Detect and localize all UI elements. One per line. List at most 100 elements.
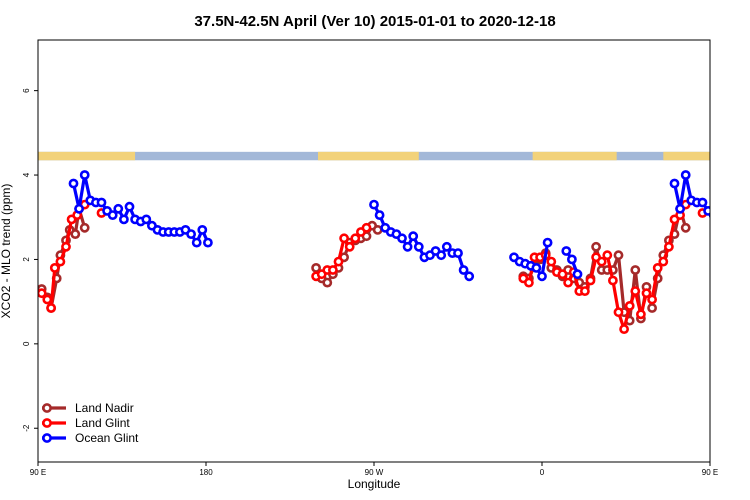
legend-marker-land-nadir	[42, 403, 52, 413]
x-tick-label-2: 90 W	[365, 468, 384, 477]
series-land-glint-point-35	[596, 256, 607, 267]
y-tick-label-3: 4	[22, 172, 31, 177]
series-land-glint-point-16	[339, 233, 349, 244]
x-tick-label-4: 90 E	[702, 468, 718, 477]
series-ocean-glint-point-14	[141, 214, 152, 225]
map-strip-land-3	[532, 151, 617, 161]
series-ocean-glint-line-2	[372, 203, 471, 278]
y-tick-label-0: -2	[22, 424, 31, 432]
map-strip-land-1	[38, 151, 136, 161]
series-land-glint-point-15	[333, 256, 344, 267]
y-axis-title: XCO2 - MLO trend (ppm)	[0, 184, 13, 319]
x-tick-label-1: 180	[199, 468, 213, 477]
map-strip-land-4	[663, 151, 710, 161]
series-ocean-glint-point-8	[107, 210, 118, 220]
series-land-nadir-point-22	[372, 224, 383, 235]
series-land-glint-point-44	[647, 294, 657, 305]
series-land-glint-point-4	[49, 262, 60, 273]
map-strip	[38, 151, 710, 161]
series-land-nadir-point-40	[613, 250, 624, 261]
series-ocean-glint-point-61	[708, 211, 710, 219]
series-ocean-glint-point-64	[727, 203, 734, 210]
series-land-glint-point-46	[658, 256, 669, 267]
series-ocean-glint-point-66	[738, 218, 745, 225]
series-land-glint-point-40	[624, 300, 635, 311]
series-ocean-glint-point-41	[453, 248, 463, 258]
series-ocean-glint	[68, 170, 745, 282]
series-land-nadir-point-36	[591, 241, 601, 252]
series-land-glint-point-26	[546, 256, 557, 267]
y-tick-label-2: 2	[22, 257, 31, 262]
series-land-nadir-point-46	[647, 303, 657, 313]
series-ocean-glint-point-11	[124, 201, 135, 212]
y-axis: -2 0 2 4 6	[22, 88, 38, 432]
map-strip-land-2	[318, 151, 419, 161]
series-land-glint-point-39	[619, 324, 629, 334]
legend-label-land-glint: Land Glint	[75, 416, 130, 430]
series-ocean-glint-point-43	[464, 271, 475, 282]
series-land-glint-point-29	[563, 277, 573, 288]
series-land-glint-point-33	[585, 275, 596, 286]
series-land-glint-point-20	[361, 222, 372, 233]
x-axis: 90 E 180 90 W 0 90 E	[30, 462, 718, 477]
series-land-glint-point-17	[344, 241, 355, 252]
series-ocean-glint-point-42	[458, 265, 469, 275]
series-ocean-glint-point-56	[680, 170, 691, 180]
series-ocean-glint-point-38	[436, 250, 447, 261]
series-ocean-glint-point-63	[721, 216, 728, 223]
series-ocean-glint-point-10	[119, 214, 129, 225]
series-ocean-glint-point-52	[567, 254, 577, 265]
series-ocean-glint-point-60	[703, 206, 710, 216]
series-land-glint-point-41	[630, 286, 641, 296]
legend-item-land-nadir: Land Nadir	[42, 401, 134, 415]
y-tick-label-4: 6	[22, 88, 31, 93]
series-ocean-glint-point-39	[441, 241, 452, 252]
series-ocean-glint-point-50	[542, 237, 553, 248]
series-land-glint-point-18	[350, 233, 361, 244]
x-tick-label-0: 90 E	[30, 468, 46, 477]
series-ocean-glint-point-54	[669, 178, 680, 189]
series-ocean-glint-point-65	[733, 216, 740, 223]
series-land-nadir-point-10	[79, 222, 90, 233]
series-land-glint-point-43	[641, 288, 652, 299]
series-ocean-glint-point-2	[74, 203, 84, 214]
series-land-glint-point-22	[524, 277, 534, 288]
series-ocean-glint-point-9	[113, 203, 124, 214]
series-ocean-glint-point-32	[402, 241, 413, 252]
series-land-nadir-point-13	[322, 277, 333, 288]
series-ocean-glint-point-51	[561, 246, 572, 256]
series-ocean-glint-point-31	[397, 233, 407, 244]
series-land-glint-point-6	[61, 241, 71, 252]
series-land-glint-point-5	[55, 256, 66, 267]
legend-marker-land-glint	[42, 418, 52, 428]
legend-label-land-nadir: Land Nadir	[75, 401, 134, 415]
series-ocean-glint-point-55	[675, 203, 685, 214]
series-land-glint-point-42	[636, 309, 646, 320]
series-ocean-glint-point-24	[197, 224, 208, 235]
series-ocean-glint-point-26	[369, 199, 379, 210]
series-ocean-glint-point-6	[96, 197, 107, 208]
series-ocean-glint-point-53	[572, 269, 583, 280]
series-land-glint-point-3	[46, 303, 56, 313]
series-ocean-glint-point-22	[186, 229, 196, 239]
series-land-glint-point-2	[42, 294, 53, 305]
x-tick-label-3: 0	[540, 468, 545, 477]
series-land-glint-point-45	[652, 262, 663, 273]
series-ocean-glint-point-3	[79, 170, 90, 180]
y-tick-label-1: 0	[22, 341, 31, 346]
x-axis-title: Longitude	[348, 477, 401, 491]
series-land-glint-point-32	[580, 286, 590, 296]
series-land-nadir-point-43	[630, 265, 641, 275]
series-land-glint-point-14	[327, 265, 338, 275]
series-ocean-glint-point-27	[374, 210, 385, 220]
series-ocean-glint-point-59	[697, 197, 708, 208]
series-land-glint-point-28	[557, 269, 568, 280]
series-ocean-glint-point-23	[191, 237, 202, 248]
series-ocean-glint-point-25	[202, 237, 213, 248]
series-land-glint-point-36	[602, 250, 613, 261]
series-land-glint-point-47	[664, 241, 674, 252]
series-layer	[38, 170, 745, 334]
chart-title: 37.5N-42.5N April (Ver 10) 2015-01-01 to…	[194, 13, 555, 30]
